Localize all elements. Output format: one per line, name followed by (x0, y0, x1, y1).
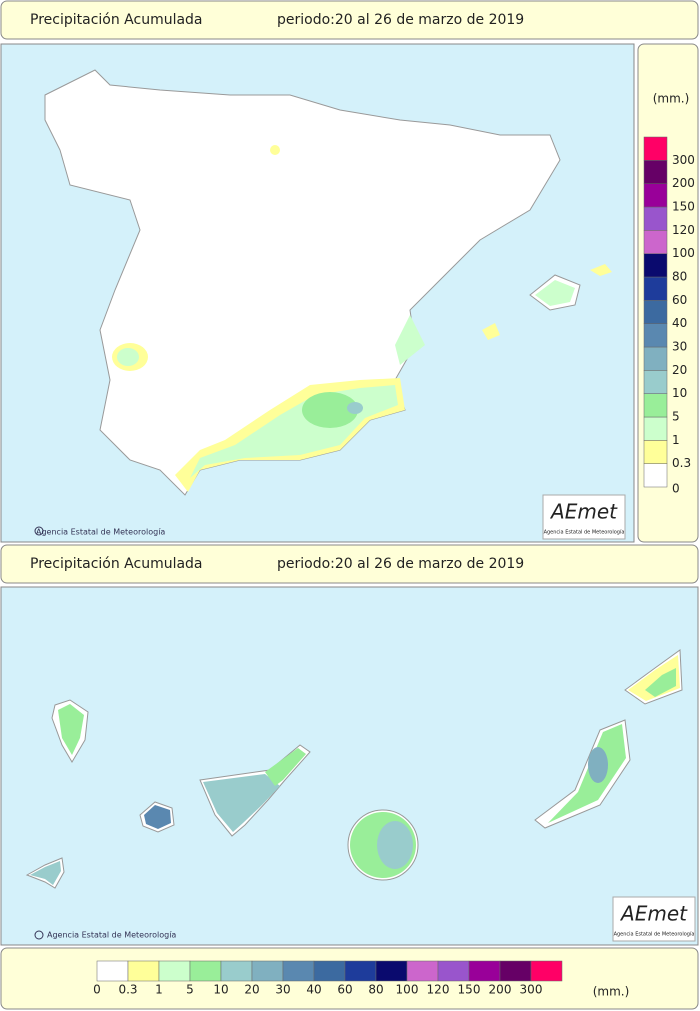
legend-swatch (375, 960, 408, 982)
logo-caption: Agencia Estatal de Meteorología (544, 529, 625, 536)
header-box (0, 0, 699, 40)
legend-label: 80 (672, 270, 687, 284)
copyright-icon (34, 526, 44, 536)
legend-swatch (643, 230, 668, 254)
legend-label: 100 (396, 983, 419, 997)
legend-label: 80 (368, 983, 383, 997)
legend-swatch (643, 206, 668, 231)
iberia-map (44, 69, 612, 496)
legend-swatch (499, 960, 532, 982)
legend-swatch (406, 960, 439, 982)
legend-label: 120 (427, 983, 450, 997)
legend-label: 300 (672, 153, 695, 167)
legend-swatch (437, 960, 470, 982)
header-title: Precipitación Acumulada (30, 12, 203, 28)
legend-swatch (643, 276, 668, 301)
legend-label: 20 (244, 983, 259, 997)
legend-swatch (643, 416, 668, 441)
legend-swatch (643, 463, 668, 488)
legend-swatch (282, 960, 315, 982)
legend-swatch (127, 960, 160, 982)
legend-label: 60 (672, 293, 687, 307)
legend-swatch (158, 960, 191, 982)
logo: AEmet (619, 902, 688, 926)
map-panel (0, 586, 699, 946)
legend-swatch (643, 393, 668, 418)
legend-label: 300 (520, 983, 543, 997)
legend-label: 60 (337, 983, 352, 997)
legend-label: 10 (672, 386, 687, 400)
legend-unit: (mm.) (653, 92, 690, 106)
legend-label: 1 (155, 983, 163, 997)
legend-label: 40 (306, 983, 321, 997)
legend-label: 10 (213, 983, 228, 997)
legend-swatch (530, 960, 563, 982)
header-title: Precipitación Acumulada (30, 556, 203, 572)
legend-label: 100 (672, 246, 695, 260)
legend-label: 5 (186, 983, 194, 997)
legend-swatch (643, 136, 668, 161)
legend-swatch (643, 346, 668, 371)
legend-swatch (643, 253, 668, 278)
legend-swatch (468, 960, 501, 982)
legend-label: 1 (672, 433, 680, 447)
legend-swatch (251, 960, 284, 982)
logo: AEmet (549, 500, 618, 524)
header-period: periodo:20 al 26 de marzo de 2019 (277, 12, 524, 28)
legend-swatch (96, 960, 129, 982)
legend-label: 120 (672, 223, 695, 237)
legend-label: 150 (458, 983, 481, 997)
legend-label: 40 (672, 316, 687, 330)
legend-swatch (643, 300, 668, 324)
legend-swatch (643, 370, 668, 394)
logo-box (612, 896, 696, 942)
copyright-icon (34, 930, 44, 940)
legend-unit: (mm.) (593, 985, 630, 999)
legend-swatch (344, 960, 377, 982)
legend-label: 0.3 (118, 983, 137, 997)
legend-swatch (643, 440, 668, 464)
legend-label: 20 (672, 363, 687, 377)
legend-swatch (189, 960, 222, 982)
legend-vertical: 0 0.3 1 5 10 20 30 40 60 80 100 120 150 200 300 (643, 136, 695, 496)
legend-horizontal: 0 0.3 1 5 10 20 30 40 60 80 100 120 150 200 300 (93, 960, 563, 997)
legend-label: 5 (672, 410, 680, 424)
legend-label: 30 (275, 983, 290, 997)
legend-label: 0.3 (672, 456, 691, 470)
legend-label: 0 (672, 482, 680, 496)
legend-swatch (643, 160, 668, 184)
legend-swatch (313, 960, 346, 982)
header-period: periodo:20 al 26 de marzo de 2019 (277, 556, 524, 572)
legend-label: 200 (489, 983, 512, 997)
legend-swatch (643, 183, 668, 208)
logo-box (542, 494, 626, 540)
logo-caption: Agencia Estatal de Meteorología (614, 931, 695, 938)
canary-map (25, 649, 683, 889)
credit: Agencia Estatal de Meteorología (36, 528, 165, 537)
legend-swatch (643, 323, 668, 348)
legend-label: 0 (93, 983, 101, 997)
legend-label: 150 (672, 200, 695, 214)
legend-label: 30 (672, 340, 687, 354)
credit: Agencia Estatal de Meteorología (47, 931, 176, 940)
legend-label: 200 (672, 176, 695, 190)
header-box (0, 544, 699, 584)
legend-swatch (220, 960, 253, 982)
